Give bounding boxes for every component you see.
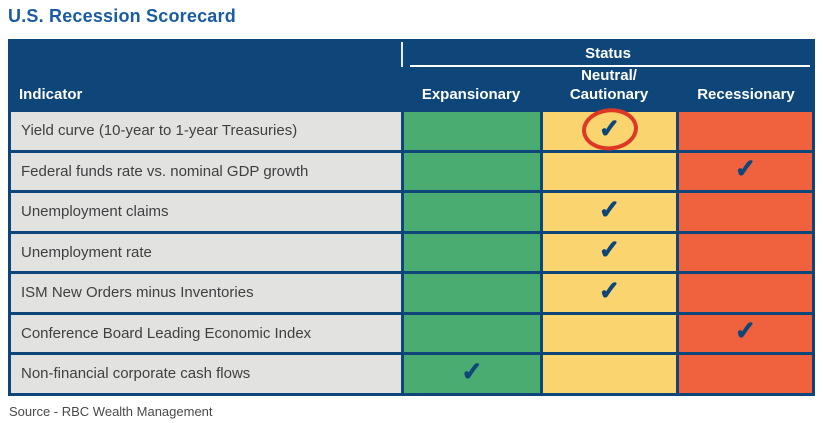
status-underline [410, 65, 810, 67]
status-cell-neutral-cautionary: ✓ [543, 193, 676, 231]
status-divider-line [401, 42, 403, 67]
table-body: Yield curve (10-year to 1-year Treasurie… [8, 105, 815, 396]
status-cell-neutral-cautionary: ✓ [543, 233, 676, 271]
status-cell-neutral-cautionary: ✓ [543, 152, 676, 190]
status-cell-recessionary: ✓ [679, 112, 812, 150]
status-cell-expansionary: ✓ [404, 233, 540, 271]
status-column-labels: Expansionary Neutral/ Cautionary Recessi… [401, 67, 815, 112]
source-note: Source - RBC Wealth Management [9, 403, 213, 419]
check-icon: ✓ [735, 155, 757, 184]
indicator-label: Unemployment claims [21, 203, 169, 221]
status-cell-recessionary: ✓ [679, 152, 812, 190]
check-icon: ✓ [599, 195, 621, 224]
column-label-expansionary: Expansionary [421, 85, 521, 103]
indicator-label: Unemployment rate [21, 243, 152, 261]
status-cell-recessionary: ✓ [679, 314, 812, 352]
status-cell-expansionary: ✓ [404, 314, 540, 352]
highlight-circle [579, 105, 640, 153]
indicator-cell: Non-financial corporate cash flows [11, 355, 401, 393]
table-header: Indicator Status Expansionary Neutral/ C… [8, 39, 815, 112]
indicator-label: Federal funds rate vs. nominal GDP growt… [21, 162, 309, 180]
status-cell-recessionary: ✓ [679, 233, 812, 271]
indicator-cell: ISM New Orders minus Inventories [11, 274, 401, 312]
status-cell-expansionary: ✓ [404, 274, 540, 312]
status-group-label: Status [585, 45, 631, 62]
check-icon: ✓ [599, 276, 621, 305]
indicator-cell: Unemployment rate [11, 233, 401, 271]
status-cell-recessionary: ✓ [679, 355, 812, 393]
status-cell-recessionary: ✓ [679, 193, 812, 231]
status-header-group: Status Expansionary Neutral/ Cautionary … [401, 39, 815, 112]
status-cell-expansionary: ✓ [404, 355, 540, 393]
scorecard-table: Indicator Status Expansionary Neutral/ C… [8, 39, 815, 396]
status-cell-expansionary: ✓ [404, 193, 540, 231]
status-cell-expansionary: ✓ [404, 152, 540, 190]
check-icon: ✓ [735, 317, 757, 346]
check-icon: ✓ [599, 236, 621, 265]
status-cell-neutral-cautionary: ✓ [543, 274, 676, 312]
check-icon: ✓ [461, 357, 483, 386]
indicator-label: ISM New Orders minus Inventories [21, 284, 254, 302]
indicator-label: Yield curve (10-year to 1-year Treasurie… [21, 122, 298, 140]
indicator-cell: Unemployment claims [11, 193, 401, 231]
check-icon: ✓ [599, 114, 621, 143]
status-cell-neutral-cautionary: ✓ [543, 355, 676, 393]
column-label-neutral-cautionary: Neutral/ Cautionary [569, 67, 649, 103]
indicator-cell: Yield curve (10-year to 1-year Treasurie… [11, 112, 401, 150]
indicator-column-header: Indicator [19, 86, 83, 103]
status-cell-recessionary: ✓ [679, 274, 812, 312]
status-cell-neutral-cautionary: ✓ [543, 314, 676, 352]
indicator-cell: Federal funds rate vs. nominal GDP growt… [11, 152, 401, 190]
indicator-label: Conference Board Leading Economic Index [21, 324, 312, 342]
indicator-label: Non-financial corporate cash flows [21, 365, 251, 383]
status-cell-neutral-cautionary: ✓ [543, 105, 676, 153]
status-cell-expansionary: ✓ [404, 112, 540, 150]
page-title: U.S. Recession Scorecard [8, 6, 236, 26]
indicator-cell: Conference Board Leading Economic Index [11, 314, 401, 352]
column-label-recessionary: Recessionary [697, 85, 795, 103]
